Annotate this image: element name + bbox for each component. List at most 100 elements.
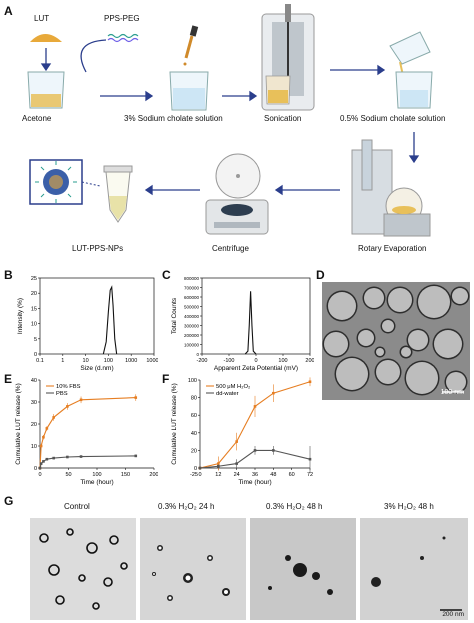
data-point <box>66 455 69 459</box>
beaker-cholate <box>169 25 209 111</box>
y-tick-label: 25 <box>31 276 37 282</box>
tem-particle <box>408 330 428 350</box>
y-tick-label: 15 <box>31 306 37 312</box>
data-point <box>308 380 312 384</box>
tem-particle <box>376 360 400 384</box>
step-rotary-evaporation: Rotary Evaporation <box>358 244 427 253</box>
x-tick-label: 48 <box>270 472 276 478</box>
tem-particle <box>66 528 74 536</box>
x-tick-label: 0 <box>38 472 41 478</box>
data-point <box>235 462 238 465</box>
tem-aggregate <box>420 556 424 560</box>
lut-powder <box>30 34 62 42</box>
g-title-03-24h: 0.3% H₂O₂ 24 h <box>158 502 215 511</box>
panel-label-d: D <box>316 268 325 282</box>
tem-3-48h: 200 nm <box>360 518 468 620</box>
scalebar-d: 100 nm <box>440 389 464 396</box>
y-tick-label: 800000 <box>184 276 200 281</box>
x-tick-label: -100 <box>223 358 234 364</box>
tem-particle <box>418 286 450 318</box>
x-tick-label: 100 <box>278 358 287 364</box>
x-tick-label: 12 <box>215 472 221 478</box>
y-axis-label: Intensity (%) <box>17 298 24 334</box>
tem-particle <box>39 533 49 543</box>
step-sodium-cholate-05: 0.5% Sodium cholate solution <box>340 114 446 123</box>
x-tick-label: 0 <box>198 472 201 478</box>
x-tick-label: -200 <box>196 358 207 364</box>
y-tick-label: 300000 <box>184 324 200 329</box>
y-tick-label: 10 <box>31 322 37 328</box>
data-point <box>39 444 43 448</box>
panel-label-f: F <box>162 372 170 386</box>
panel-label-c: C <box>162 268 171 282</box>
y-tick-label: 500000 <box>184 305 200 310</box>
x-tick-label: 200 <box>149 472 158 478</box>
data-point <box>134 454 138 458</box>
data-point <box>38 466 42 470</box>
tem-control <box>30 518 136 620</box>
legend-label: PBS <box>56 391 68 397</box>
x-tick-label: -25 <box>190 472 198 478</box>
tem-particle <box>446 372 466 392</box>
x-tick-label: 50 <box>65 472 71 478</box>
g-title-3-48h: 3% H₂O₂ 48 h <box>384 502 434 511</box>
y-tick-label: 40 <box>31 378 37 384</box>
y-tick-label: 20 <box>31 291 37 297</box>
data-point <box>235 440 238 443</box>
tem-particle <box>382 320 394 332</box>
tem-particle <box>452 288 468 304</box>
tem-particle <box>55 595 65 605</box>
panel-label-e: E <box>4 372 13 386</box>
panel-label-g: G <box>4 494 14 508</box>
series-line <box>39 397 136 469</box>
tem-particles <box>322 284 470 396</box>
y-tick-label: 400000 <box>184 314 200 319</box>
tem-particle <box>92 602 100 610</box>
eppendorf-tube <box>103 165 133 223</box>
chart-release-h2o2: 0 12 24 36 48 60 72 -250 20 40 60 80 100 Time (hour) C… <box>171 377 313 486</box>
step-lut-pps-nps: LUT-PPS-NPs <box>72 244 124 253</box>
data-point <box>217 464 220 468</box>
x-axis-label: Apparent Zeta Potential (mV) <box>214 365 298 372</box>
tem-particle-core <box>158 546 162 550</box>
data-point <box>308 457 312 461</box>
scalebar-g: 200 nm <box>442 611 464 618</box>
y-tick-label: 0 <box>194 466 197 472</box>
x-axis-label: Time (hour) <box>238 479 271 486</box>
y-tick-label: 0 <box>34 466 37 472</box>
panel-label-a: A <box>4 4 13 18</box>
g-title-03-48h: 0.3% H₂O₂ 48 h <box>266 502 323 511</box>
beaker-acetone <box>27 71 65 109</box>
nanoparticle-illustration <box>29 159 101 205</box>
tem-particle <box>78 574 86 582</box>
x-tick-label: 72 <box>307 472 313 478</box>
step-centrifuge: Centrifuge <box>212 244 249 253</box>
data-point <box>52 416 55 419</box>
y-tick-label: 0 <box>34 352 37 358</box>
label-lut: LUT <box>34 14 50 23</box>
step-acetone: Acetone <box>22 114 52 123</box>
tem-aggregate <box>327 589 333 595</box>
ppspeg-polymer <box>107 33 139 43</box>
data-point <box>253 449 257 452</box>
tem-03-24h <box>140 518 246 620</box>
data-point <box>134 396 138 399</box>
tem-aggregate <box>268 586 272 590</box>
tem-particle-core <box>168 596 172 600</box>
y-axis-label: Cumulative LUT release (%) <box>171 383 178 465</box>
data-point <box>45 427 49 430</box>
x-tick-label: 1 <box>61 358 64 364</box>
tem-aggregate <box>312 572 320 580</box>
tem-particle <box>336 358 368 390</box>
y-tick-label: 30 <box>31 400 37 406</box>
x-tick-label: 150 <box>121 472 130 478</box>
rotary-evaporator <box>351 139 431 237</box>
tem-image-d: 100 nm <box>322 282 470 400</box>
data-point <box>42 435 45 439</box>
beaker-pouring <box>389 31 433 109</box>
x-axis-label: Time (hour) <box>80 479 113 486</box>
g-title-control: Control <box>64 502 90 511</box>
x-tick-label: 100 <box>92 472 101 478</box>
y-tick-label: 10 <box>31 444 37 450</box>
x-tick-label: 0.1 <box>36 358 44 364</box>
